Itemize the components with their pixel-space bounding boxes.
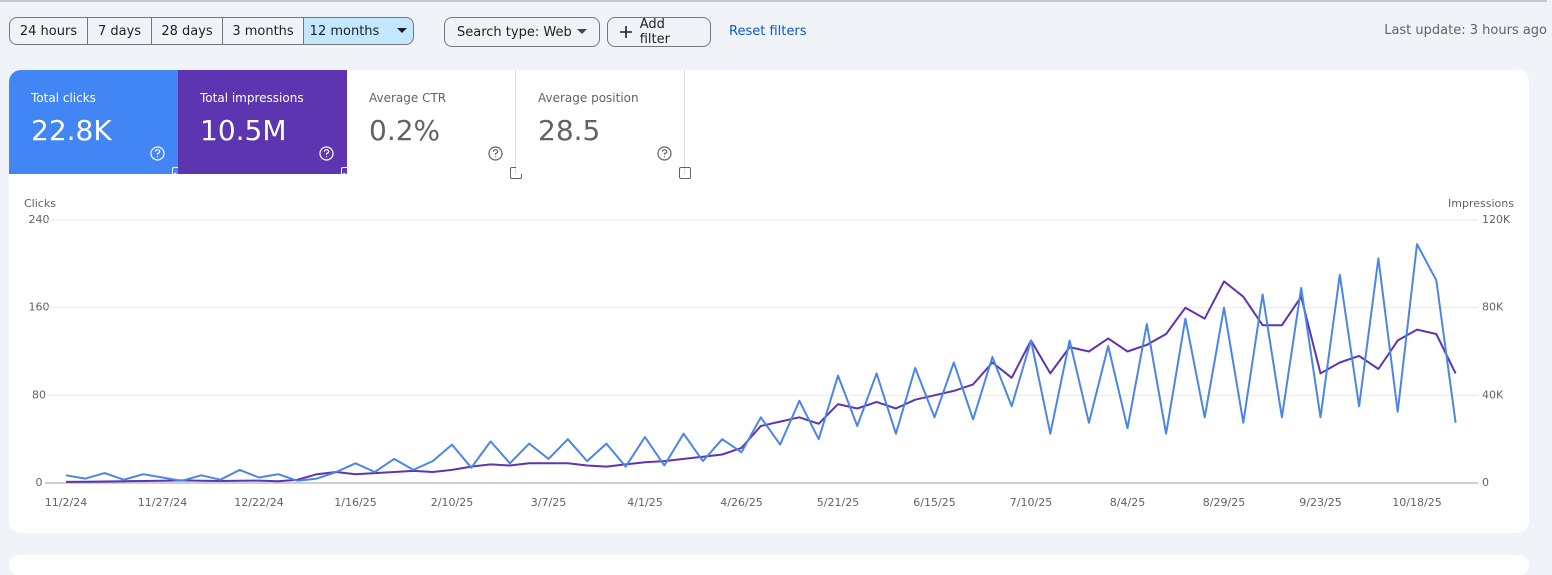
date-range-button[interactable]: 12 months [303,17,414,45]
metric-label: Average position [538,91,639,105]
x-tick-label: 4/26/25 [720,496,762,509]
x-tick-label: 11/27/24 [138,496,187,509]
date-range-label: 28 days [161,23,213,39]
x-tick-label: 11/2/24 [45,496,87,509]
chart: Clicks Impressions 0 80 160 240 0 40K 80K 120K 11/… [24,197,1514,509]
plus-icon [620,26,632,38]
x-tick-label: 8/29/25 [1203,496,1245,509]
help-mark [323,149,330,158]
y-axis-label: Clicks [24,197,56,210]
y-tick-label: 0 [36,476,43,489]
metric-value: 22.8K [31,114,112,147]
metric-tile[interactable]: Total clicks 22.8K [9,70,184,179]
y2-tick-label: 0 [1482,476,1489,489]
date-range-label: 12 months [309,23,380,39]
x-tick-label: 5/21/25 [817,496,859,509]
reset-filters-link[interactable]: Reset filters [729,24,807,39]
x-tick-label: 10/18/25 [1392,496,1441,509]
x-tick-label: 1/16/25 [334,496,376,509]
y-tick-label: 160 [29,301,50,314]
x-tick-label: 3/7/25 [531,496,566,509]
help-mark [661,149,668,158]
date-range-label: 7 days [97,23,142,39]
search-type-label: Search type: Web [457,24,572,40]
help-circle [488,146,503,161]
metric-label: Average CTR [369,91,447,105]
metric-label-row: Average position [538,91,691,179]
metric-value: 0.2% [369,114,441,147]
y-tick-label: 240 [29,213,50,226]
help-icon [657,146,672,161]
help-circle [319,146,334,161]
checkbox [679,167,691,179]
search-type-button[interactable]: Search type: Web [444,17,600,47]
y2-tick-label: 80K [1482,301,1504,314]
metric-value: 28.5 [538,114,601,147]
x-tick-label: 2/10/25 [431,496,473,509]
dropdown-arrow [577,29,587,34]
x-tick-label: 9/23/25 [1299,496,1341,509]
help-circle [150,146,165,161]
y2-axis-label: Impressions [1448,197,1514,210]
metric-tile[interactable]: Total impressions 10.5M [178,70,353,179]
series-line [65,243,1457,482]
help-icon [319,146,334,161]
series-line [65,280,1457,483]
x-tick-label: 6/15/25 [913,496,955,509]
metric-label: Total impressions [200,91,304,105]
metric-label: Total clicks [31,91,96,105]
help-circle [657,146,672,161]
date-range-label: 3 months [232,23,294,39]
metric-tile[interactable]: Average position 28.5 [516,70,691,179]
add-filter-label: Add filter [639,17,670,47]
metric-tile[interactable]: Average CTR 0.2% [347,70,522,179]
y-tick-label: 80 [32,388,46,401]
add-filter-button[interactable]: Add filter [607,17,711,47]
checkbox-box [679,167,691,179]
last-update: Last update: 3 hours ago [1384,23,1547,38]
y2-tick-label: 120K [1482,213,1511,226]
x-tick-label: 12/22/24 [234,496,283,509]
help-mark [154,149,161,158]
help-mark [492,149,499,158]
x-tick-label: 4/1/25 [627,496,662,509]
divider [0,0,1547,2]
x-tick-label: 8/4/25 [1110,496,1145,509]
x-tick-label: 7/10/25 [1010,496,1052,509]
arrow-shape [397,28,408,33]
help-icon [488,146,503,161]
dropdown-arrow [397,28,408,33]
y2-tick-label: 40K [1482,388,1504,401]
metric-value: 10.5M [200,114,287,147]
help-icon [150,146,165,161]
date-range-label: 24 hours [19,23,78,39]
